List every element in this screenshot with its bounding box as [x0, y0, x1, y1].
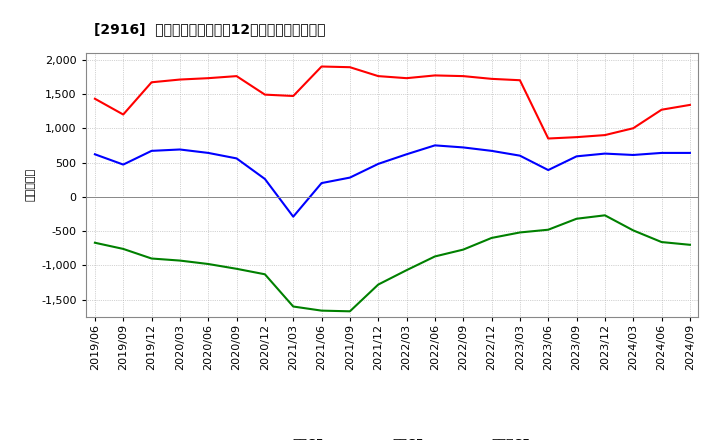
営業CF [91, 96, 99, 101]
投資CF [657, 239, 666, 245]
フリーCF [629, 152, 637, 158]
フリーCF [119, 162, 127, 167]
Y-axis label: （百万円）: （百万円） [26, 168, 35, 202]
営業CF [346, 65, 354, 70]
フリーCF [374, 161, 382, 166]
フリーCF [148, 148, 156, 154]
営業CF [261, 92, 269, 97]
営業CF [516, 77, 524, 83]
フリーCF [261, 176, 269, 182]
投資CF [91, 240, 99, 246]
投資CF [204, 261, 212, 267]
フリーCF [204, 150, 212, 156]
営業CF [685, 102, 694, 107]
投資CF [544, 227, 552, 232]
フリーCF [318, 180, 326, 186]
フリーCF [402, 152, 411, 157]
フリーCF [544, 167, 552, 172]
投資CF [402, 268, 411, 273]
営業CF [374, 73, 382, 79]
投資CF [572, 216, 581, 221]
Legend: 営業CF, 投資CF, フリーCF: 営業CF, 投資CF, フリーCF [250, 433, 535, 440]
投資CF [374, 282, 382, 287]
投資CF [119, 246, 127, 252]
営業CF [629, 125, 637, 131]
フリーCF [685, 150, 694, 156]
営業CF [487, 76, 496, 81]
投資CF [600, 213, 609, 218]
投資CF [685, 242, 694, 247]
投資CF [148, 256, 156, 261]
営業CF [544, 136, 552, 141]
投資CF [346, 309, 354, 314]
Line: フリーCF: フリーCF [95, 145, 690, 216]
営業CF [572, 135, 581, 140]
フリーCF [176, 147, 184, 152]
投資CF [176, 258, 184, 263]
投資CF [516, 230, 524, 235]
投資CF [431, 254, 439, 259]
営業CF [204, 76, 212, 81]
投資CF [261, 271, 269, 277]
フリーCF [516, 153, 524, 158]
フリーCF [91, 152, 99, 157]
営業CF [233, 73, 241, 79]
投資CF [233, 266, 241, 271]
営業CF [148, 80, 156, 85]
営業CF [318, 64, 326, 69]
Line: 投資CF: 投資CF [95, 215, 690, 312]
営業CF [431, 73, 439, 78]
Line: 営業CF: 営業CF [95, 66, 690, 139]
Text: [2916]  キャッシュフローの12か月移動合計の推移: [2916] キャッシュフローの12か月移動合計の推移 [94, 22, 325, 36]
営業CF [459, 73, 467, 79]
フリーCF [657, 150, 666, 156]
フリーCF [233, 156, 241, 161]
営業CF [289, 93, 297, 99]
営業CF [600, 132, 609, 138]
投資CF [289, 304, 297, 309]
投資CF [459, 247, 467, 252]
営業CF [657, 107, 666, 112]
投資CF [318, 308, 326, 313]
フリーCF [572, 154, 581, 159]
営業CF [176, 77, 184, 82]
フリーCF [487, 148, 496, 154]
フリーCF [600, 151, 609, 156]
投資CF [629, 228, 637, 233]
営業CF [119, 112, 127, 117]
投資CF [487, 235, 496, 241]
フリーCF [459, 145, 467, 150]
フリーCF [289, 214, 297, 219]
フリーCF [431, 143, 439, 148]
営業CF [402, 76, 411, 81]
フリーCF [346, 175, 354, 180]
